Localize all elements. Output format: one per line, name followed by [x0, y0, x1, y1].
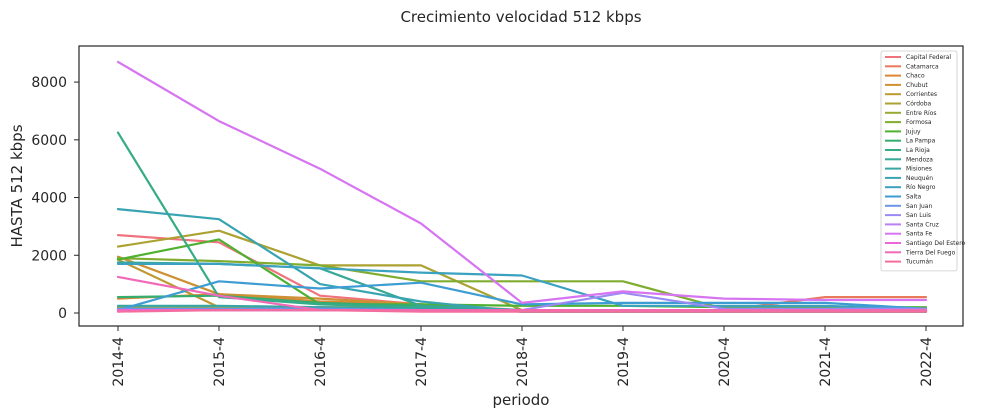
y-tick-label-3: 6000 — [31, 133, 67, 149]
x-ticks: 2014-4 2015-4 2016-4 2017-4 2018-4 2019-4 2020… — [111, 326, 935, 387]
x-tick-label-3: 2017-4 — [414, 337, 430, 387]
legend-label-3: Chubut — [906, 82, 928, 89]
x-tick-label-7: 2021-4 — [818, 337, 834, 387]
legend-label-1: Catamarca — [906, 63, 939, 70]
plot-frame — [78, 45, 964, 327]
legend-label-0: Capital Federal — [906, 54, 951, 61]
legend-label-21: Tierra Del Fuego — [905, 249, 956, 256]
legend-label-7: Formosa — [906, 119, 932, 126]
legend: Capital Federal Catamarca Chaco Chubut Corri… — [880, 50, 966, 272]
series-line-10 — [116, 131, 928, 313]
legend-label-18: Santa Cruz — [906, 221, 939, 228]
legend-label-10: La Rioja — [906, 147, 930, 154]
legend-label-22: Tucumán — [905, 259, 933, 266]
x-tick-label-6: 2020-4 — [717, 337, 733, 387]
y-tick-label-4: 8000 — [31, 75, 67, 91]
x-tick-label-4: 2018-4 — [515, 337, 531, 387]
y-tick-label-1: 2000 — [31, 248, 67, 264]
legend-label-16: San Juan — [906, 203, 932, 210]
x-tick-label-5: 2019-4 — [616, 337, 632, 387]
legend-label-11: Mendoza — [906, 156, 933, 163]
legend-label-12: Misiones — [906, 166, 932, 173]
y-ticks: 0 2000 4000 6000 8000 — [31, 75, 79, 322]
legend-label-19: Santa Fe — [906, 231, 932, 238]
legend-label-2: Chaco — [906, 73, 925, 80]
series-line-19 — [116, 60, 928, 304]
x-axis-label: periodo — [493, 391, 550, 409]
legend-label-9: La Pampa — [906, 138, 936, 145]
y-axis-label: HASTA 512 kbps — [8, 124, 26, 247]
y-tick-label-2: 4000 — [31, 191, 67, 207]
series-line-22 — [116, 309, 928, 313]
legend-label-6: Entre Ríos — [906, 110, 937, 117]
legend-label-14: Río Negro — [906, 184, 936, 191]
legend-label-4: Corrientes — [906, 91, 937, 98]
x-tick-label-8: 2022-4 — [919, 337, 935, 387]
x-tick-label-1: 2015-4 — [212, 337, 228, 387]
series-layer — [116, 60, 928, 313]
legend-label-13: Neuquén — [906, 175, 933, 182]
x-tick-label-0: 2014-4 — [111, 337, 127, 387]
legend-label-17: San Luis — [906, 212, 931, 219]
y-tick-label-0: 0 — [58, 306, 67, 322]
legend-label-15: Salta — [906, 194, 922, 201]
legend-label-5: Córdoba — [906, 101, 932, 108]
legend-label-20: Santiago Del Estero — [906, 240, 966, 247]
series-line-15 — [116, 280, 928, 312]
x-tick-label-2: 2016-4 — [313, 337, 329, 387]
series-line-21 — [116, 275, 928, 312]
legend-label-8: Jujuy — [905, 128, 921, 135]
series-line-14 — [116, 262, 928, 310]
series-line-8 — [116, 238, 928, 309]
chart-title: Crecimiento velocidad 512 kbps — [400, 8, 641, 26]
